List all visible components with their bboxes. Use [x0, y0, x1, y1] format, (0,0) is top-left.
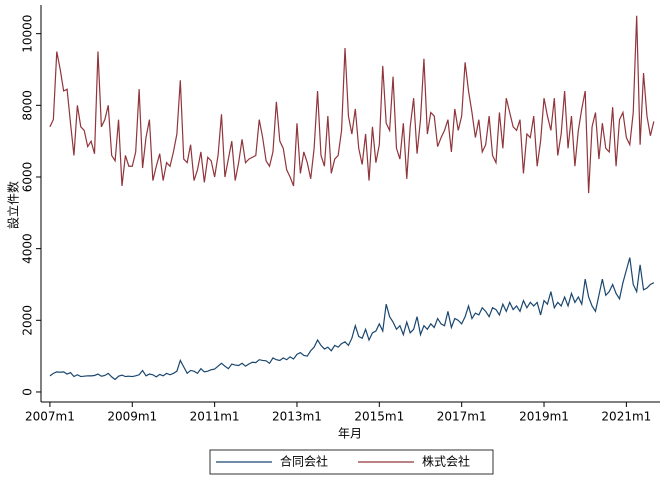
y-tick-label: 6000	[21, 162, 35, 193]
y-axis-label: 設立件数	[6, 181, 21, 229]
x-tick-label: 2011m1	[190, 410, 240, 424]
y-tick-label: 10000	[21, 15, 35, 53]
x-axis-label: 年月	[338, 427, 362, 441]
x-tick-label: 2013m1	[272, 410, 322, 424]
legend-label: 株式会社	[422, 454, 470, 469]
y-tick-label: 8000	[21, 90, 35, 121]
x-tick-label: 2019m1	[519, 410, 569, 424]
y-tick-label: 4000	[21, 233, 35, 264]
series-line	[49, 15, 655, 194]
series-line	[49, 257, 655, 381]
legend-label: 合同会社	[280, 454, 328, 469]
y-tick-label: 2000	[21, 305, 35, 336]
x-tick-label: 2021m1	[601, 410, 651, 424]
x-tick-label: 2007m1	[25, 410, 75, 424]
x-tick-label: 2017m1	[437, 410, 487, 424]
x-tick-label: 2015m1	[354, 410, 404, 424]
y-tick-label: 0	[21, 388, 35, 396]
x-tick-label: 2009m1	[107, 410, 157, 424]
